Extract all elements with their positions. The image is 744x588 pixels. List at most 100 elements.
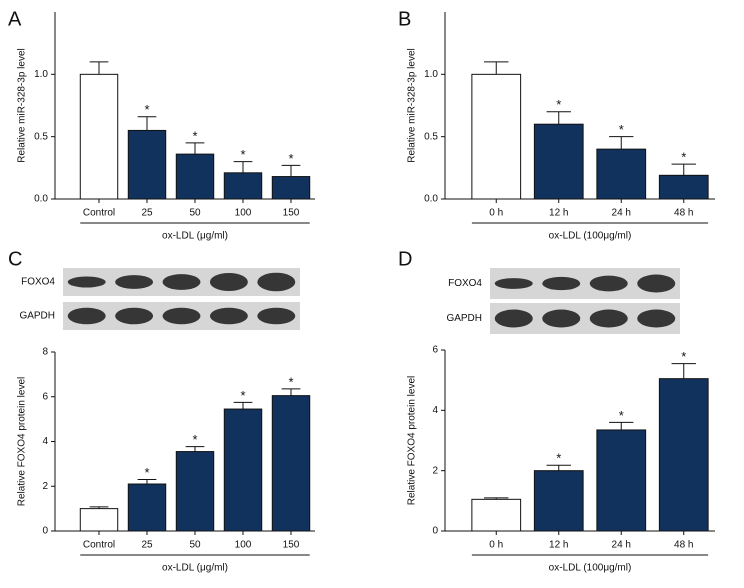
blot-label: GAPDH <box>446 313 482 324</box>
blot-label: GAPDH <box>19 311 55 322</box>
significance: * <box>681 349 686 364</box>
bar <box>471 498 522 532</box>
x-tick-label: 24 h <box>612 208 631 219</box>
x-tick-label: 0 h <box>489 208 503 219</box>
bar <box>471 73 522 200</box>
y-tick-label: 6 <box>432 345 438 356</box>
significance: * <box>619 122 624 137</box>
y-tick-label: 0.5 <box>34 131 48 142</box>
panel-letter: B <box>398 8 411 30</box>
panel-letter: D <box>398 248 412 270</box>
significance: * <box>144 465 149 480</box>
y-tick-label: 1.0 <box>34 69 48 80</box>
y-tick-label: 8 <box>42 347 48 358</box>
x-tick-label: 100 <box>235 208 252 219</box>
bar <box>223 172 263 200</box>
x-tick-label: 12 h <box>549 540 568 551</box>
significance: * <box>288 151 293 166</box>
blot-band <box>67 307 106 325</box>
bar <box>175 451 215 532</box>
blot-label: FOXO4 <box>21 277 55 288</box>
blot-band <box>637 274 676 293</box>
x-tick-label: 48 h <box>674 540 693 551</box>
y-tick-label: 4 <box>42 436 48 447</box>
blot-band <box>257 307 296 325</box>
y-axis-label: Relative FOXO4 protein level <box>17 377 28 507</box>
x-tick-label: 25 <box>141 208 153 219</box>
x-tick-label: 100 <box>235 540 252 551</box>
y-axis-label: Relative miR-328-3p level <box>407 48 418 163</box>
blot-band <box>209 307 248 325</box>
blot-band <box>637 309 676 328</box>
y-tick-label: 1.0 <box>424 69 438 80</box>
significance: * <box>619 408 624 423</box>
significance: * <box>240 388 245 403</box>
bar <box>658 174 709 200</box>
y-tick-label: 6 <box>42 391 48 402</box>
bar <box>271 395 311 532</box>
blot-band <box>209 273 248 291</box>
y-tick-label: 0.5 <box>424 131 438 142</box>
significance: * <box>192 432 197 447</box>
y-tick-label: 4 <box>432 405 438 416</box>
bar <box>596 148 647 200</box>
x-tick-label: 12 h <box>549 208 568 219</box>
y-axis-label: Relative FOXO4 protein level <box>407 376 418 506</box>
x-tick-label: 150 <box>283 208 300 219</box>
significance: * <box>192 128 197 143</box>
y-tick-label: 0.0 <box>34 194 48 205</box>
group-label: ox-LDL (100μg/ml) <box>549 563 632 574</box>
bar <box>79 508 119 532</box>
blot-band <box>494 278 533 289</box>
y-tick-label: 0 <box>432 526 438 537</box>
bar <box>223 408 263 532</box>
blot-band <box>162 307 201 325</box>
blot-band <box>115 307 154 325</box>
x-tick-label: Control <box>83 208 115 219</box>
group-label: ox-LDL (μg/ml) <box>162 231 228 242</box>
significance: * <box>240 147 245 162</box>
blot-band <box>494 309 533 328</box>
bar <box>127 129 167 200</box>
y-axis-label: Relative miR-328-3p level <box>17 48 28 163</box>
y-tick-label: 2 <box>42 481 48 492</box>
x-tick-label: 50 <box>189 208 201 219</box>
significance: * <box>556 97 561 112</box>
significance: * <box>288 374 293 389</box>
x-tick-label: Control <box>83 540 115 551</box>
blot-band <box>162 274 201 290</box>
bar <box>533 470 584 532</box>
bar <box>596 429 647 532</box>
bar <box>127 483 167 532</box>
blot-band <box>257 272 296 292</box>
panel-letter: A <box>8 8 22 30</box>
bar <box>175 153 215 200</box>
y-tick-label: 0.0 <box>424 194 438 205</box>
x-tick-label: 24 h <box>612 540 631 551</box>
bar <box>271 176 311 200</box>
blot-band <box>115 275 154 289</box>
panel-letter: C <box>8 248 22 270</box>
blot-band <box>67 276 106 288</box>
x-tick-label: 50 <box>189 540 201 551</box>
significance: * <box>556 451 561 466</box>
x-tick-label: 25 <box>141 540 153 551</box>
bar <box>533 123 584 200</box>
y-tick-label: 0 <box>42 526 48 537</box>
significance: * <box>681 150 686 165</box>
significance: * <box>144 102 149 117</box>
group-label: ox-LDL (100μg/ml) <box>549 231 632 242</box>
bar <box>79 73 119 200</box>
x-tick-label: 48 h <box>674 208 693 219</box>
x-tick-label: 150 <box>283 540 300 551</box>
blot-band <box>589 309 628 328</box>
blot-band <box>589 275 628 292</box>
y-tick-label: 2 <box>432 465 438 476</box>
blot-band <box>542 276 581 291</box>
bar <box>658 378 709 532</box>
x-tick-label: 0 h <box>489 540 503 551</box>
blot-label: FOXO4 <box>448 278 482 289</box>
blot-band <box>542 309 581 328</box>
